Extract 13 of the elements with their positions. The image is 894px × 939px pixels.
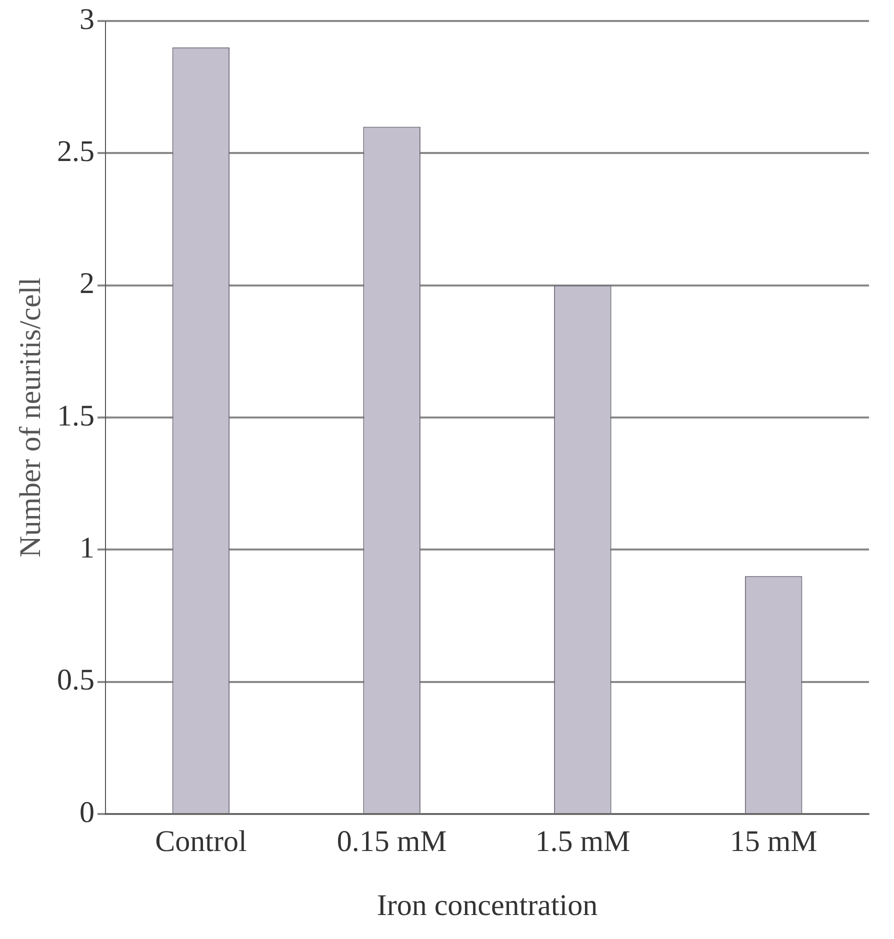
y-axis-title: Number of neuritis/cell [14, 278, 47, 558]
y-tick-label: 3 [80, 2, 94, 36]
y-tick-label: 2.5 [57, 135, 94, 168]
y-tick-label: 1 [80, 532, 94, 565]
x-tick-label: Control [155, 824, 247, 858]
x-axis-title: Iron concentration [376, 888, 598, 922]
x-tick-label: 15 mM [730, 824, 818, 858]
y-tick-label: 2 [80, 267, 94, 300]
y-tick-label: 0.5 [57, 664, 94, 697]
y-tick-label: 0 [80, 796, 94, 829]
y-tick-label: 1.5 [57, 399, 94, 432]
x-tick-label: 0.15 mM [336, 824, 447, 858]
x-tick-label: 1.5 mM [535, 824, 630, 858]
